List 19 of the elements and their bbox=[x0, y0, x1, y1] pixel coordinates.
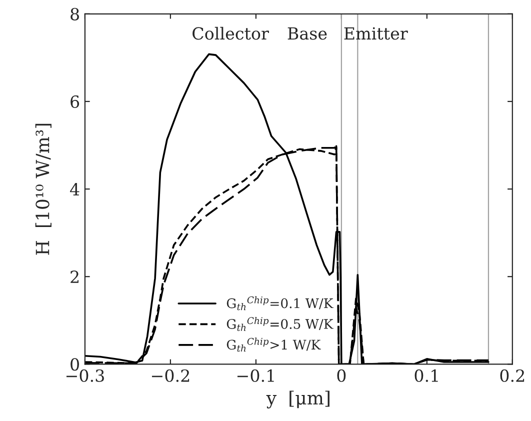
annotation: Collector bbox=[192, 26, 269, 40]
legend-label: G$_{th}$$^{Chip}$=0.1 W/K bbox=[226, 296, 334, 310]
y-tick-label: 6 bbox=[70, 95, 80, 108]
x-tick-label: −0.2 bbox=[152, 369, 190, 382]
x-tick-label: −0.3 bbox=[66, 369, 104, 382]
y-tick-label: 2 bbox=[70, 270, 78, 283]
legend-label: G$_{th}$$^{Chip}$>1 W/K bbox=[226, 338, 321, 352]
annotation: Emitter bbox=[344, 27, 408, 40]
x-tick-label: 0.1 bbox=[414, 369, 438, 382]
legend-label: G$_{th}$$^{Chip}$=0.5 W/K bbox=[226, 316, 334, 331]
x-tick-label: 0.2 bbox=[500, 369, 524, 382]
x-tick-label: −0.1 bbox=[237, 369, 274, 382]
x-axis-title: y [μm] bbox=[266, 390, 330, 408]
y-tick-label: 0 bbox=[70, 358, 79, 371]
y-axis-title: H [10¹⁰ W/m³] bbox=[35, 124, 52, 255]
annotation: Base bbox=[288, 27, 327, 40]
y-tick-label: 8 bbox=[70, 8, 79, 20]
x-tick-label: 0 bbox=[337, 369, 346, 382]
y-tick-label: 4 bbox=[70, 182, 80, 196]
